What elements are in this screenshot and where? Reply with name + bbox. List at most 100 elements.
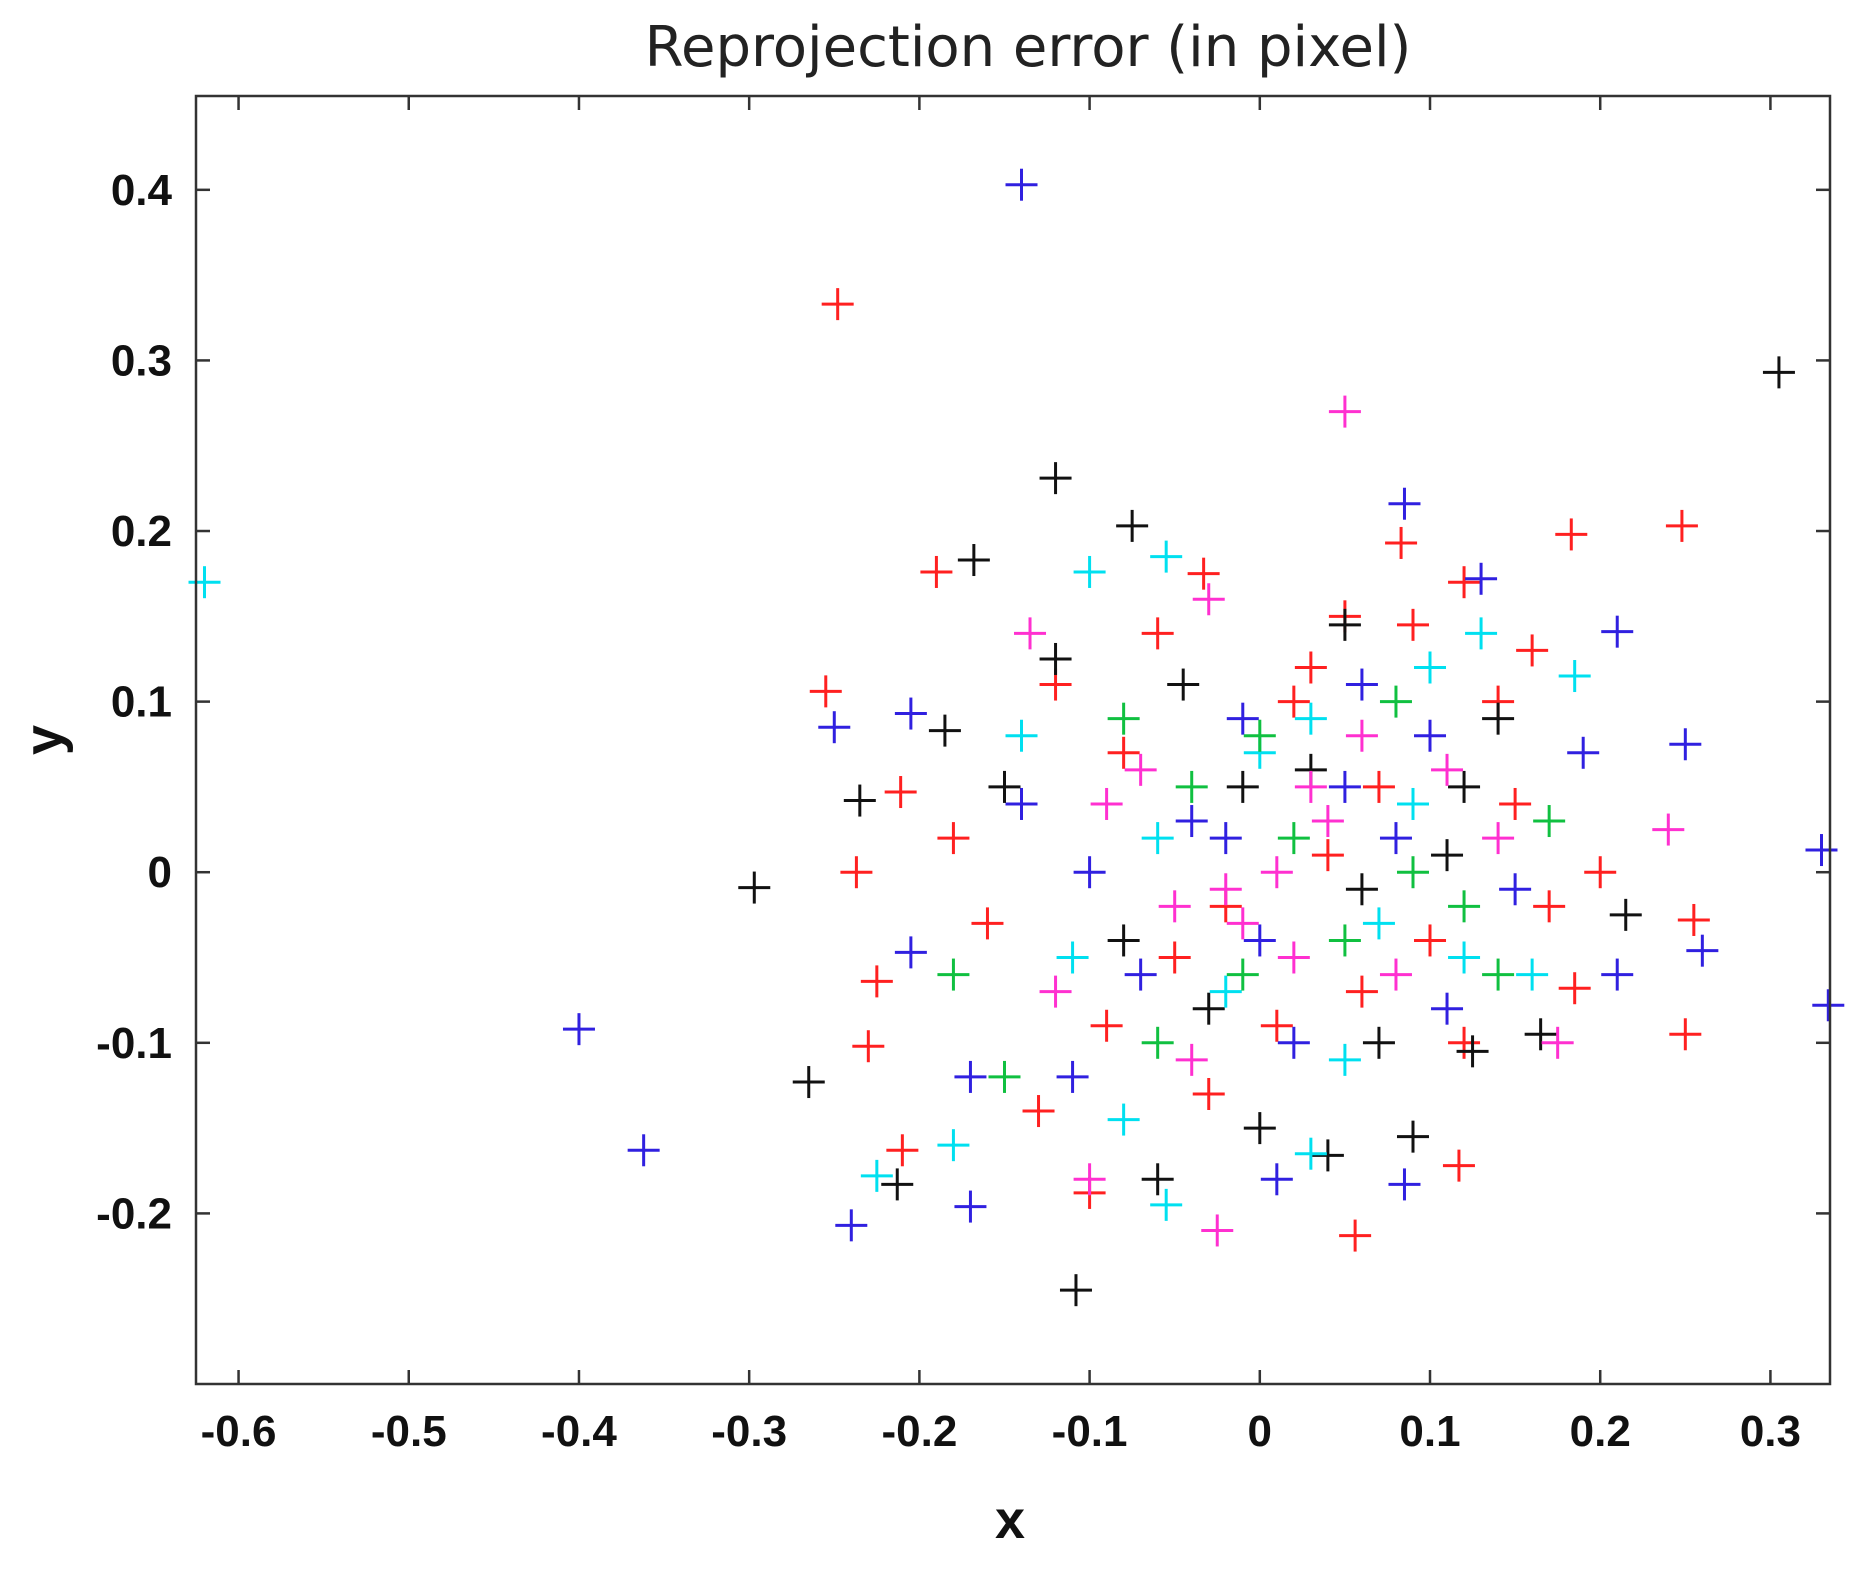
data-point — [1414, 719, 1447, 752]
data-point — [1601, 958, 1634, 991]
data-point — [1328, 608, 1361, 641]
x-tick-label: 0 — [1248, 1407, 1272, 1456]
data-point — [884, 776, 917, 809]
data-point — [1141, 1026, 1174, 1059]
data-point — [1652, 813, 1685, 846]
data-point — [1277, 685, 1310, 718]
x-tick-label: 0.3 — [1740, 1407, 1801, 1456]
data-point — [1524, 1018, 1557, 1051]
data-point — [1209, 975, 1242, 1008]
data-point — [562, 1013, 595, 1046]
data-point — [1339, 1219, 1372, 1252]
data-point — [1201, 1214, 1234, 1247]
data-point — [1107, 702, 1140, 735]
data-point — [1192, 1077, 1225, 1110]
data-point — [821, 288, 854, 321]
data-point — [1294, 651, 1327, 684]
data-point — [1762, 356, 1795, 389]
data-point — [894, 936, 927, 969]
y-tick-label: 0.1 — [111, 678, 172, 727]
data-point — [1311, 1139, 1344, 1172]
data-point — [1448, 890, 1481, 923]
data-point — [1677, 903, 1710, 936]
data-point — [1328, 770, 1361, 803]
data-point — [928, 714, 961, 747]
data-point — [1665, 509, 1698, 542]
data-point — [886, 1134, 919, 1167]
x-tick-label: -0.2 — [881, 1407, 957, 1456]
data-point — [1005, 787, 1038, 820]
data-point — [1805, 834, 1838, 867]
data-point — [1584, 856, 1617, 889]
data-point — [1396, 1120, 1429, 1153]
data-point — [1260, 856, 1293, 889]
series-5 — [937, 685, 1566, 1093]
data-point — [1431, 753, 1464, 786]
data-point — [1328, 924, 1361, 957]
data-point — [1456, 1035, 1489, 1068]
data-point — [1226, 770, 1259, 803]
y-tick-label: 0.2 — [111, 507, 172, 556]
data-point — [1379, 685, 1412, 718]
data-point — [1090, 1009, 1123, 1042]
data-point — [1277, 941, 1310, 974]
data-point — [988, 1060, 1021, 1093]
data-point — [1448, 941, 1481, 974]
data-point — [1226, 907, 1259, 940]
chart-title: Reprojection error (in pixel) — [645, 15, 1412, 80]
series-2 — [738, 356, 1795, 1307]
data-point — [1362, 907, 1395, 940]
data-point — [1175, 770, 1208, 803]
data-point — [1226, 702, 1259, 735]
data-point — [894, 697, 927, 730]
data-point — [1005, 719, 1038, 752]
data-point — [1482, 702, 1515, 735]
data-point — [971, 907, 1004, 940]
data-point — [1431, 992, 1464, 1025]
data-point — [188, 566, 221, 599]
data-point — [1150, 540, 1183, 573]
x-axis-label: x — [995, 1490, 1025, 1550]
data-point — [1558, 660, 1591, 693]
data-point — [1499, 873, 1532, 906]
data-point — [1059, 1274, 1092, 1307]
x-tick-label: -0.5 — [371, 1407, 447, 1456]
data-point — [1328, 1043, 1361, 1076]
data-point — [1107, 736, 1140, 769]
data-point — [1396, 787, 1429, 820]
data-point — [1243, 924, 1276, 957]
y-tick-label: -0.2 — [96, 1189, 172, 1238]
data-point — [1141, 822, 1174, 855]
data-point — [1448, 770, 1481, 803]
data-point — [1442, 1149, 1475, 1182]
data-point — [840, 856, 873, 889]
data-point — [1388, 487, 1421, 520]
data-point — [937, 822, 970, 855]
series-4 — [1014, 395, 1685, 1247]
data-point — [1226, 958, 1259, 991]
y-tick-label: -0.1 — [96, 1019, 172, 1068]
data-point — [1345, 719, 1378, 752]
data-point — [1388, 1168, 1421, 1201]
data-point — [1167, 668, 1200, 701]
data-point — [852, 1030, 885, 1063]
data-point — [1005, 168, 1038, 201]
data-point — [1465, 617, 1498, 650]
data-point — [1362, 770, 1395, 803]
y-axis-label: y — [14, 725, 74, 755]
data-point — [1192, 992, 1225, 1025]
data-point — [1073, 1163, 1106, 1196]
data-point — [937, 958, 970, 991]
data-point — [1311, 839, 1344, 872]
data-point — [1150, 1188, 1183, 1221]
data-point — [1414, 651, 1447, 684]
data-point — [1362, 1026, 1395, 1059]
data-point — [1345, 975, 1378, 1008]
data-point — [1669, 728, 1702, 761]
data-point — [1431, 839, 1464, 872]
data-point — [1311, 805, 1344, 838]
data-point — [1158, 890, 1191, 923]
data-point — [920, 555, 953, 588]
